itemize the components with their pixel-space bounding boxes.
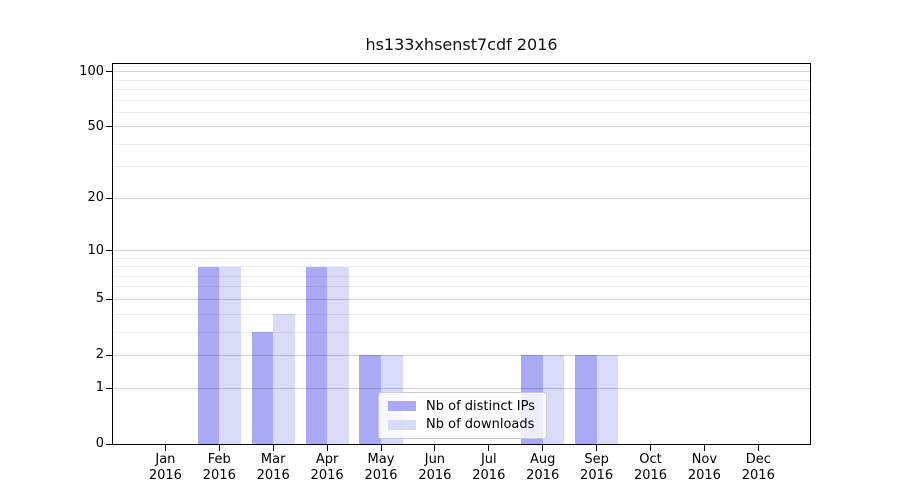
- x-tick-month: Jun: [424, 452, 446, 467]
- x-tick-mark-dec: [757, 445, 759, 451]
- x-tick-year: 2016: [580, 468, 614, 483]
- x-tick-month: Feb: [207, 452, 231, 467]
- y-tick-mark-20: [106, 197, 112, 199]
- x-tick-label-feb: Feb 2016: [183, 452, 255, 484]
- y-tick-mark-0: [106, 443, 112, 445]
- x-tick-month: May: [367, 452, 395, 467]
- y-tick-mark-100: [106, 71, 112, 73]
- x-tick-label-nov: Nov 2016: [668, 452, 740, 484]
- y-tick-label-50: 50: [87, 118, 104, 134]
- x-tick-label-aug: Aug 2016: [507, 452, 579, 484]
- bar-distinct-ips-sep: [575, 355, 597, 444]
- x-tick-mark-jul: [488, 445, 490, 451]
- x-tick-label-jan: Jan 2016: [129, 452, 201, 484]
- x-tick-year: 2016: [687, 468, 721, 483]
- x-tick-month: Jul: [480, 452, 497, 467]
- x-tick-year: 2016: [741, 468, 775, 483]
- x-tick-label-jun: Jun 2016: [399, 452, 471, 484]
- x-tick-mark-oct: [650, 445, 651, 451]
- x-tick-mark-apr: [326, 445, 328, 451]
- x-tick-label-apr: Apr 2016: [291, 452, 363, 484]
- x-tick-month: Aug: [529, 452, 556, 467]
- y-tick-mark-50: [106, 126, 112, 128]
- bar-distinct-ips-apr: [305, 266, 328, 444]
- x-tick-mark-aug: [542, 445, 544, 451]
- x-tick-mark-feb: [218, 445, 220, 451]
- x-tick-mark-may: [380, 445, 382, 451]
- x-tick-year: 2016: [310, 468, 344, 483]
- bar-downloads-sep: [596, 355, 619, 444]
- x-tick-year: 2016: [256, 468, 290, 483]
- x-tick-month: Nov: [691, 452, 718, 467]
- bar-distinct-ips-feb: [197, 266, 220, 444]
- legend-entry-downloads: Nb of downloads: [388, 417, 537, 432]
- x-tick-year: 2016: [526, 468, 560, 483]
- x-tick-mark-jan: [164, 445, 166, 451]
- x-tick-mark-mar: [272, 445, 274, 451]
- y-tick-label-5: 5: [95, 291, 104, 307]
- x-tick-mark-jun: [434, 445, 436, 451]
- x-tick-month: Jan: [155, 452, 176, 467]
- x-tick-mark-nov: [703, 445, 705, 451]
- y-tick-label-0: 0: [95, 436, 104, 451]
- x-tick-label-sep: Sep 2016: [561, 452, 633, 484]
- y-tick-mark-1: [106, 387, 112, 389]
- bar-layer: [113, 64, 810, 444]
- bar-downloads-apr: [327, 266, 349, 444]
- chart-title: hs133xhsenst7cdf 2016: [365, 35, 558, 54]
- x-tick-month: Mar: [260, 452, 286, 467]
- x-tick-month: Sep: [584, 452, 609, 467]
- legend-label-distinct-ips: Nb of distinct IPs: [426, 398, 535, 414]
- x-tick-year: 2016: [202, 468, 236, 483]
- bar-distinct-ips-may: [359, 355, 381, 444]
- x-tick-label-jul: Jul 2016: [453, 452, 525, 484]
- y-tick-label-10: 10: [87, 242, 104, 258]
- y-tick-mark-5: [106, 298, 112, 300]
- x-tick-year: 2016: [633, 468, 668, 483]
- x-tick-label-mar: Mar 2016: [237, 452, 309, 484]
- legend-entry-distinct-ips: Nb of distinct IPs: [388, 399, 537, 414]
- bar-downloads-mar: [273, 314, 295, 444]
- legend: Nb of distinct IPs Nb of downloads: [378, 392, 547, 439]
- x-tick-mark-sep: [596, 445, 598, 451]
- bar-distinct-ips-mar: [251, 332, 274, 444]
- x-tick-month: Oct: [639, 452, 662, 467]
- x-tick-month: Dec: [745, 452, 771, 467]
- x-tick-month: Apr: [315, 452, 339, 467]
- x-tick-year: 2016: [148, 468, 182, 483]
- bar-downloads-aug: [542, 355, 565, 444]
- y-tick-label-100: 100: [79, 63, 104, 79]
- x-tick-year: 2016: [364, 468, 398, 483]
- bar-downloads-feb: [219, 266, 241, 444]
- x-tick-year: 2016: [472, 468, 506, 483]
- y-tick-label-1: 1: [95, 380, 104, 396]
- x-tick-label-may: May 2016: [345, 452, 417, 484]
- y-tick-mark-10: [106, 250, 112, 252]
- y-tick-mark-2: [106, 354, 112, 356]
- y-tick-label-20: 20: [87, 190, 104, 206]
- x-tick-label-dec: Dec 2016: [722, 452, 794, 484]
- legend-swatch-downloads-icon: [388, 419, 416, 430]
- plot-area: [112, 63, 811, 445]
- legend-label-downloads: Nb of downloads: [426, 417, 535, 433]
- y-tick-label-2: 2: [95, 347, 104, 363]
- x-tick-year: 2016: [418, 468, 452, 483]
- legend-swatch-distinct-ips-icon: [388, 401, 416, 412]
- x-tick-label-oct: Oct 2016: [615, 452, 687, 484]
